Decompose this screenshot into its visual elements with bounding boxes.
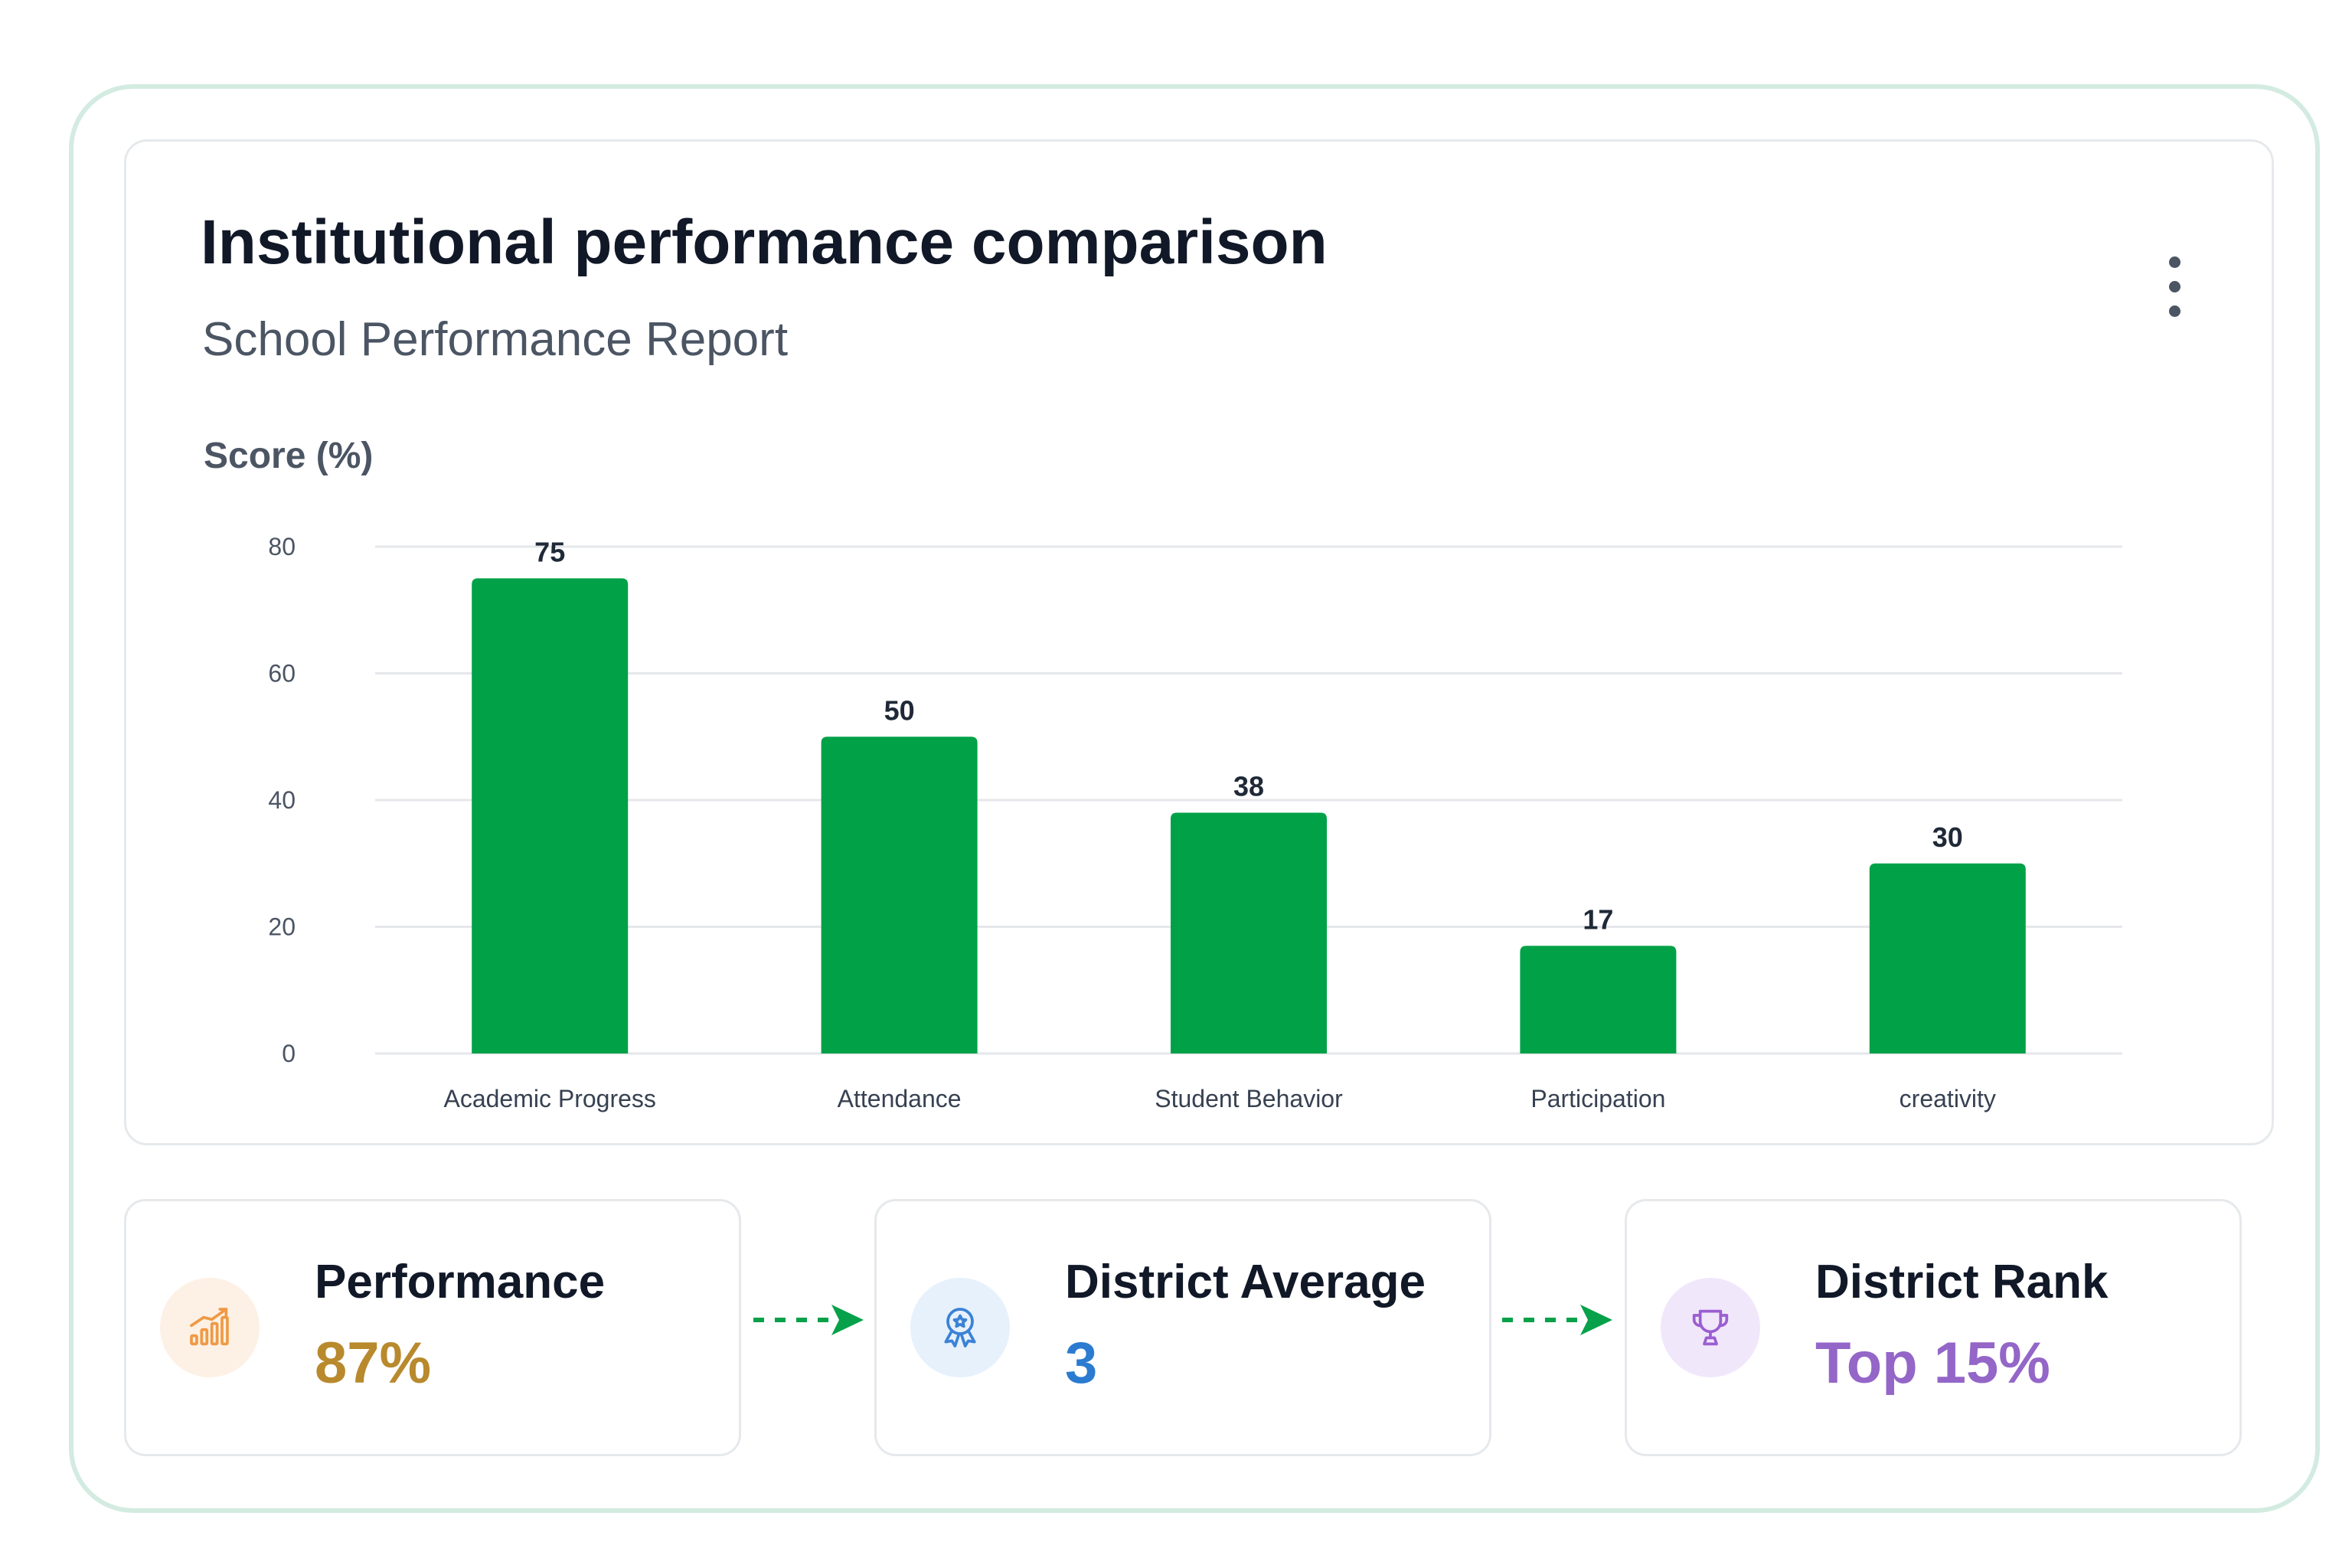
stat-value: 3 — [1065, 1331, 1098, 1396]
menu-dot — [2169, 305, 2180, 317]
bar-chart-growth-icon — [160, 1278, 260, 1377]
y-tick-label: 40 — [268, 786, 296, 814]
bar — [1171, 812, 1327, 1054]
x-category-label: creativity — [1900, 1085, 1996, 1112]
bar-chart: 0 20 40 60 80 75 Academic Progress 50 Attendance… — [268, 533, 2122, 1112]
arrow-right-icon — [1502, 1305, 1612, 1335]
bar — [1520, 946, 1677, 1054]
menu-dot — [2169, 281, 2180, 292]
x-category-label: Participation — [1530, 1085, 1665, 1112]
bar-value-label: 75 — [534, 536, 565, 567]
stat-label: District Rank — [1815, 1256, 2109, 1308]
award-badge-icon — [910, 1278, 1010, 1377]
bar-value-label: 50 — [884, 694, 915, 726]
bar — [821, 737, 978, 1054]
y-tick-label: 20 — [268, 913, 296, 941]
x-category-label: Student Behavior — [1155, 1085, 1343, 1112]
y-tick-label: 0 — [282, 1040, 296, 1067]
y-tick-label: 80 — [268, 533, 296, 560]
bar-value-label: 30 — [1932, 822, 1963, 853]
bar — [472, 578, 629, 1054]
stat-label: Performance — [315, 1256, 606, 1308]
bar-value-label: 17 — [1583, 903, 1613, 935]
trophy-icon — [1661, 1278, 1760, 1377]
y-axis-label: Score (%) — [204, 436, 374, 476]
bar — [1869, 863, 2026, 1054]
stat-value: Top 15% — [1815, 1331, 2050, 1396]
stat-card-district-rank[interactable]: District Rank Top 15% — [1625, 1199, 2242, 1456]
arrow-right-icon — [753, 1305, 864, 1335]
stat-label: District Average — [1065, 1256, 1426, 1308]
bar-value-label: 38 — [1233, 771, 1264, 802]
y-tick-label: 60 — [268, 660, 296, 688]
stat-value: 87% — [315, 1331, 432, 1396]
chart-title: Institutional performance comparison — [201, 207, 1328, 277]
more-vertical-icon[interactable] — [2150, 253, 2199, 322]
x-category-label: Attendance — [838, 1085, 962, 1112]
chart-subtitle: School Performance Report — [202, 313, 789, 366]
x-category-label: Academic Progress — [443, 1085, 655, 1112]
menu-dot — [2169, 256, 2180, 268]
stat-card-district-average[interactable]: District Average 3 — [874, 1199, 1491, 1456]
stat-card-performance[interactable]: Performance 87% — [124, 1199, 741, 1456]
